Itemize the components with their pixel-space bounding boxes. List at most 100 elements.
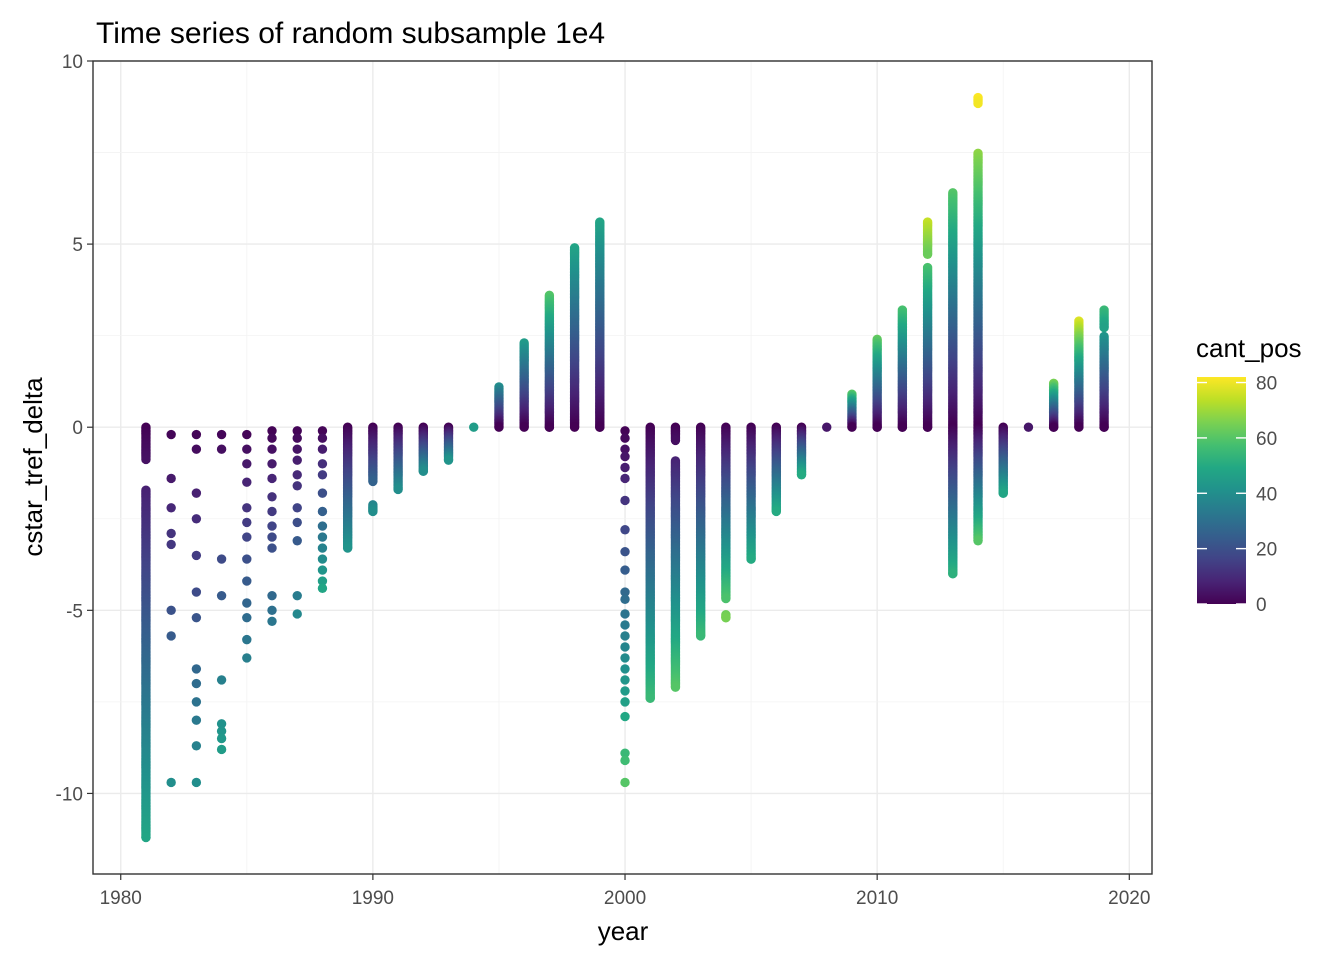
data-point — [317, 521, 328, 531]
data-point — [620, 653, 630, 663]
data-point — [494, 422, 504, 432]
data-point — [216, 719, 227, 729]
y-tick-label: 5 — [72, 235, 83, 256]
data-point — [191, 715, 202, 725]
data-point — [242, 634, 252, 645]
x-tick-label: 1980 — [100, 888, 142, 909]
year-series-2019 — [1099, 305, 1109, 432]
data-point — [216, 590, 227, 601]
year-series-2000 — [620, 426, 630, 788]
data-point — [620, 609, 630, 619]
data-point — [1074, 422, 1084, 432]
data-point — [141, 832, 151, 843]
data-point — [569, 422, 580, 432]
data-point — [620, 620, 630, 630]
year-series-1999 — [595, 217, 605, 432]
plot-panel-border — [92, 60, 1153, 875]
year-series-1982 — [166, 429, 176, 788]
data-point — [216, 429, 227, 440]
year-series-2015 — [998, 422, 1008, 498]
year-series-1993 — [443, 422, 454, 465]
data-point — [242, 532, 252, 542]
year-series-1992 — [418, 422, 429, 476]
data-point — [267, 444, 277, 454]
data-point — [166, 777, 176, 788]
year-series-1981 — [141, 422, 151, 843]
data-point — [620, 462, 630, 473]
data-point — [191, 741, 202, 751]
y-tick-label: -5 — [66, 601, 83, 622]
data-point — [771, 506, 782, 517]
data-point — [973, 98, 983, 109]
data-point — [317, 565, 328, 575]
data-point — [317, 470, 328, 480]
data-point — [620, 473, 630, 484]
data-point — [796, 470, 807, 480]
data-point — [317, 444, 328, 454]
data-point — [620, 433, 630, 443]
data-point — [292, 455, 302, 465]
data-point — [191, 777, 202, 788]
year-series-1987 — [292, 426, 302, 619]
data-point — [267, 543, 277, 553]
data-point — [141, 454, 151, 465]
year-series-2010 — [872, 334, 882, 432]
data-point — [620, 642, 630, 652]
data-point — [1099, 322, 1109, 333]
year-series-2005 — [746, 422, 756, 564]
data-point — [620, 748, 630, 758]
year-series-1995 — [494, 382, 504, 432]
year-series-2011 — [897, 305, 908, 432]
data-point — [242, 517, 252, 528]
data-point — [519, 422, 529, 432]
data-point — [242, 429, 252, 440]
data-point — [620, 664, 630, 674]
data-point — [267, 521, 277, 531]
year-series-2002 — [670, 422, 681, 692]
data-point — [670, 682, 681, 692]
data-point — [317, 433, 328, 443]
data-point — [948, 569, 958, 579]
data-point — [317, 576, 328, 586]
data-point — [166, 631, 176, 641]
legend-tick-label: 40 — [1256, 484, 1277, 505]
year-series-1983 — [191, 429, 202, 788]
year-series-2009 — [847, 389, 857, 432]
data-point — [620, 777, 630, 788]
data-point — [267, 473, 277, 484]
data-point — [922, 422, 933, 432]
data-point — [191, 488, 202, 498]
data-point — [242, 477, 252, 487]
data-point — [242, 444, 252, 454]
data-point — [620, 697, 630, 707]
legend-tick-label: 0 — [1256, 595, 1267, 616]
data-point — [620, 426, 630, 436]
data-point — [267, 605, 277, 616]
data-point — [191, 587, 202, 597]
data-point — [317, 488, 328, 498]
data-point — [544, 422, 555, 432]
year-series-2003 — [695, 422, 706, 641]
data-point — [317, 426, 328, 436]
year-series-2013 — [948, 188, 958, 579]
data-point — [292, 590, 302, 601]
data-point — [620, 587, 630, 597]
data-point — [620, 495, 630, 506]
data-point — [847, 422, 857, 432]
y-axis: -10 -5 0 5 10 — [56, 52, 93, 805]
data-point — [368, 506, 378, 517]
data-point — [267, 459, 277, 469]
legend-ticks: 0 20 40 60 80 — [1197, 374, 1277, 616]
data-point — [620, 444, 630, 454]
data-point — [267, 426, 277, 436]
data-point — [267, 616, 277, 627]
data-point — [191, 550, 202, 561]
data-point — [216, 733, 227, 744]
data-point — [267, 532, 277, 542]
x-tick-label: 1990 — [352, 888, 394, 909]
data-point — [1023, 422, 1034, 432]
year-series-1998 — [569, 243, 580, 432]
data-point — [216, 444, 227, 454]
year-series-1989 — [342, 422, 353, 553]
